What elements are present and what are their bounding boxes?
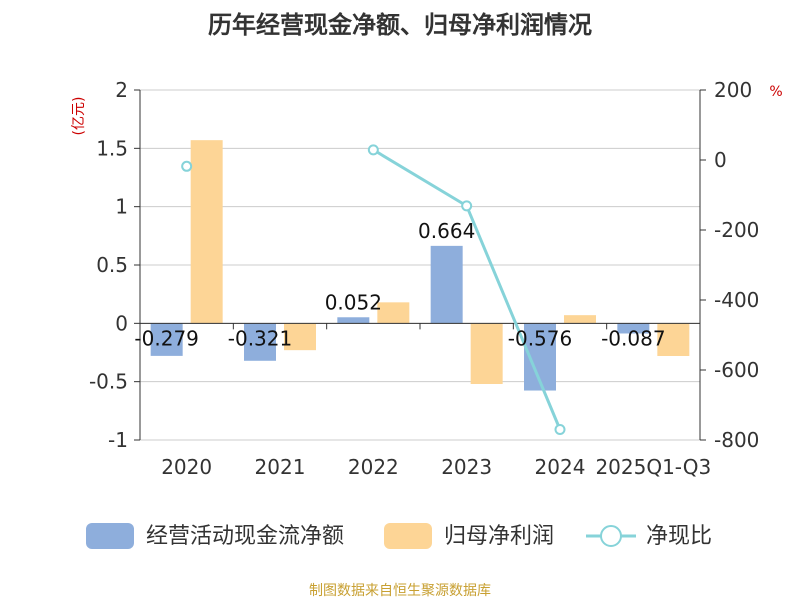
left-tick-label: 0 [115, 311, 128, 335]
x-tick-label: 2021 [255, 455, 306, 479]
data-labels: -0.279 -0.321 0.052 0.664 -0.576 -0.087 [134, 219, 665, 350]
bar-cashflow [244, 323, 276, 361]
chart-title: 历年经营现金净额、归母净利润情况 [208, 11, 592, 39]
bar-value-label: -0.279 [134, 326, 198, 350]
legend-swatch-cashflow [86, 523, 134, 549]
bar-value-label: 0.664 [418, 219, 475, 243]
x-tick-label: 2022 [348, 455, 399, 479]
legend-label-net-profit: 归母净利润 [444, 524, 554, 549]
right-tick-label: -600 [714, 358, 759, 382]
x-tick-label: 2020 [161, 455, 212, 479]
ratio-point [554, 424, 566, 435]
legend-swatch-net-profit [384, 523, 432, 549]
bar-net-profit [564, 315, 596, 324]
left-tick-label: 1 [115, 195, 128, 219]
left-axis-unit: (亿元) [71, 97, 87, 136]
bar-value-label: -0.087 [601, 326, 665, 350]
bar-value-label: -0.321 [228, 326, 292, 350]
bar-cashflow [430, 245, 463, 324]
legend-label-cashflow: 经营活动现金流净额 [146, 524, 344, 549]
bar-cashflow [337, 317, 370, 324]
bar-net-profit [190, 140, 223, 324]
axes: -1 -0.5 0 0.5 1 1.5 2 -800 -600 -400 -200 0 200 2020 2… [89, 78, 759, 479]
ratio-point [181, 160, 193, 172]
x-tick-label: 2023 [441, 455, 492, 479]
right-axis-unit: % [769, 84, 782, 100]
line-series [181, 144, 566, 435]
left-tick-label: -0.5 [89, 370, 128, 394]
right-tick-label: -200 [714, 218, 759, 242]
right-tick-label: 0 [714, 148, 727, 172]
left-tick-label: -1 [108, 428, 128, 452]
right-tick-label: 200 [714, 78, 752, 102]
left-tick-label: 2 [115, 78, 128, 102]
bar-value-label: 0.052 [325, 290, 382, 314]
left-tick-label: 1.5 [96, 136, 128, 160]
ratio-point [367, 144, 379, 156]
legend-marker-ratio [600, 525, 622, 547]
bar-net-profit [284, 323, 316, 351]
source-note: 制图数据来自恒生聚源数据库 [309, 583, 491, 599]
bar-net-profit [377, 302, 410, 324]
bar-net-profit [470, 323, 503, 384]
bar-cashflow [617, 323, 650, 334]
bar-net-profit [657, 323, 690, 356]
bar-marks [150, 140, 690, 391]
legend-label-ratio: 净现比 [646, 524, 712, 549]
bar-value-label: -0.576 [508, 326, 572, 350]
ratio-point [461, 200, 473, 212]
left-tick-label: 0.5 [96, 253, 128, 277]
x-tick-label: 2024 [535, 455, 586, 479]
right-tick-label: -400 [714, 288, 759, 312]
x-tick-label: 2025Q1-Q3 [595, 455, 711, 479]
right-tick-label: -800 [714, 428, 759, 452]
bar-cashflow [150, 323, 183, 356]
gridlines [140, 89, 700, 441]
legend: 经营活动现金流净额 归母净利润 净现比 [86, 523, 712, 549]
